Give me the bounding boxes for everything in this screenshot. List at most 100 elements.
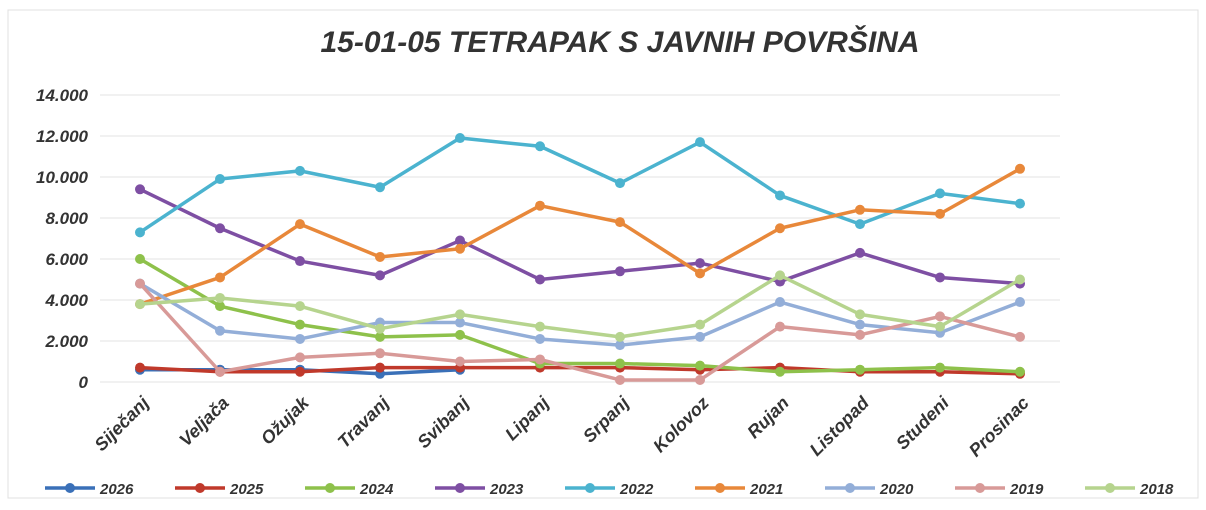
series-line — [139, 167, 1021, 306]
point — [1015, 331, 1025, 342]
point — [935, 362, 945, 373]
point — [215, 272, 225, 283]
point — [775, 190, 785, 201]
point — [455, 329, 465, 340]
legend-label: 2023 — [489, 481, 524, 498]
point — [855, 309, 865, 320]
point — [615, 266, 625, 277]
point — [1015, 163, 1025, 174]
legend-label: 2018 — [1139, 481, 1174, 498]
legend-label: 2025 — [229, 481, 264, 498]
point — [215, 301, 225, 312]
point — [295, 256, 305, 267]
chart-title: 15-01-05 TETRAPAK S JAVNIH POVRŠINA — [320, 25, 919, 59]
point — [855, 329, 865, 340]
legend-marker — [845, 483, 855, 493]
legend-marker — [195, 483, 205, 493]
point — [695, 137, 705, 148]
point — [215, 292, 225, 303]
point — [135, 254, 145, 264]
point — [615, 178, 625, 189]
series-line — [138, 282, 1021, 382]
point — [535, 333, 545, 344]
legend-marker — [65, 483, 75, 493]
legend-marker — [585, 483, 595, 493]
point — [295, 366, 305, 377]
point — [375, 362, 385, 373]
point — [1015, 297, 1025, 308]
point — [455, 235, 465, 246]
point — [775, 223, 785, 234]
point — [455, 243, 465, 254]
point — [455, 317, 465, 328]
point — [135, 362, 145, 373]
point — [775, 321, 785, 332]
y-tick-label: 12.000 — [36, 127, 89, 146]
y-tick-label: 14.000 — [36, 86, 89, 105]
point — [215, 325, 225, 336]
point — [695, 374, 705, 385]
legend-marker — [975, 483, 985, 493]
point — [215, 174, 225, 185]
series-line — [139, 257, 1021, 374]
point — [295, 219, 305, 230]
legend-label: 2022 — [619, 481, 654, 498]
point — [855, 219, 865, 230]
series-line — [139, 365, 1021, 376]
point — [295, 301, 305, 312]
point — [695, 331, 705, 342]
y-tick-label: 6.000 — [45, 250, 88, 269]
point — [375, 270, 385, 281]
point — [855, 364, 865, 375]
point — [135, 278, 145, 289]
point — [375, 331, 385, 342]
legend-label: 2021 — [749, 481, 783, 498]
legend-marker — [715, 483, 725, 493]
point — [615, 358, 625, 369]
point — [935, 208, 945, 219]
y-tick-label: 0 — [79, 373, 89, 392]
point — [935, 311, 945, 322]
point — [695, 360, 705, 371]
point — [1015, 198, 1025, 209]
y-tick-label: 10.000 — [36, 168, 89, 187]
point — [135, 299, 145, 310]
point — [375, 323, 385, 334]
legend-marker — [1105, 483, 1115, 493]
legend-label: 2024 — [359, 481, 394, 498]
y-tick-label: 4.000 — [44, 291, 88, 310]
y-tick-label: 8.000 — [45, 209, 88, 228]
point — [375, 348, 385, 359]
point — [855, 247, 865, 258]
legend-marker — [325, 483, 335, 493]
point — [535, 200, 545, 211]
point — [695, 258, 705, 269]
chart-frame — [7, 9, 1199, 499]
point — [535, 354, 545, 365]
point — [695, 319, 705, 330]
point — [295, 352, 305, 363]
legend-label: 2026 — [99, 481, 134, 498]
point — [935, 321, 945, 332]
point — [455, 309, 465, 320]
point — [215, 366, 225, 377]
point — [775, 270, 785, 281]
point — [1015, 366, 1025, 377]
point — [455, 356, 465, 367]
point — [135, 184, 145, 195]
series-line — [139, 282, 1021, 347]
point — [535, 141, 545, 152]
point — [935, 188, 945, 199]
point — [375, 251, 385, 262]
point — [775, 297, 785, 308]
point — [375, 182, 385, 193]
point — [615, 217, 625, 228]
point — [535, 274, 545, 285]
point — [695, 268, 705, 279]
legend-marker — [455, 483, 465, 493]
point — [935, 272, 945, 283]
point — [615, 331, 625, 342]
point — [135, 227, 145, 238]
y-tick-label: 2.000 — [44, 332, 88, 351]
